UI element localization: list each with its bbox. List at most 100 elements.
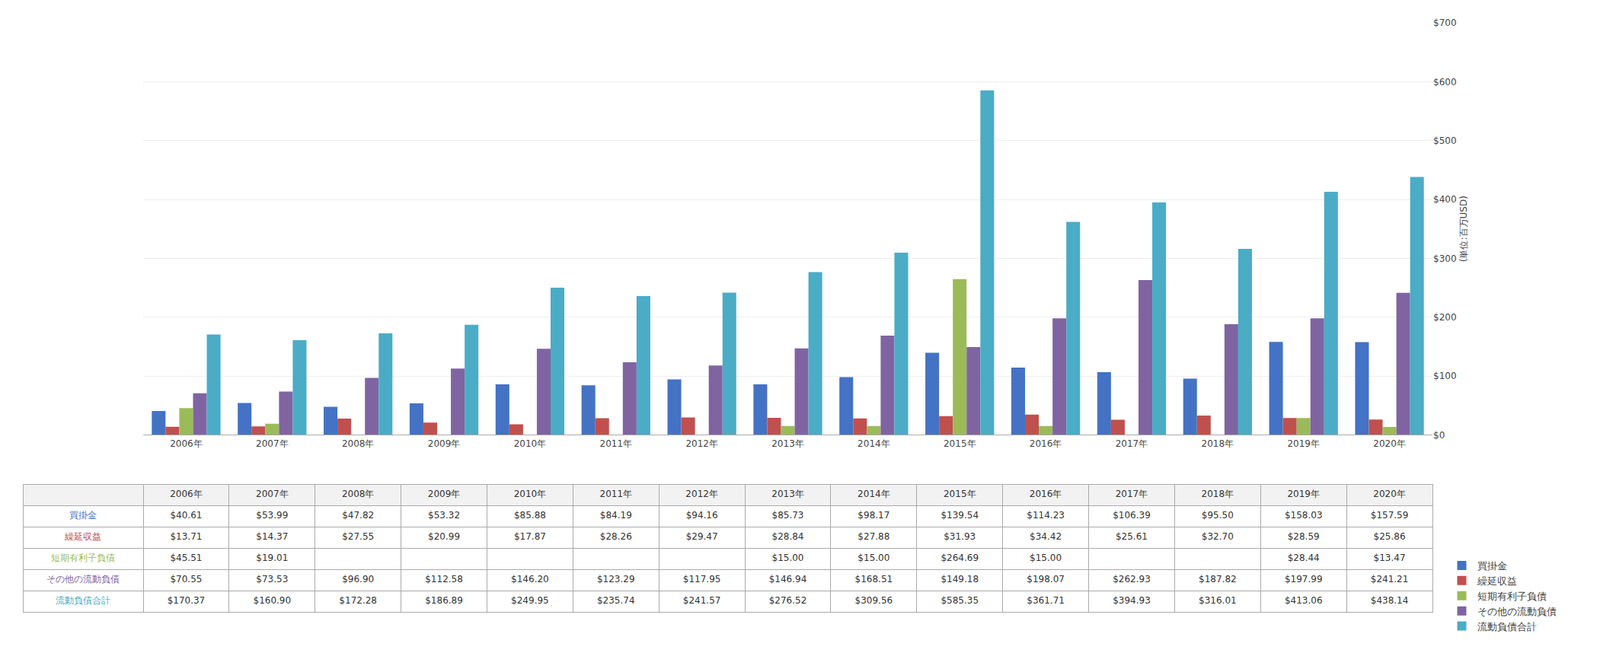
svg-text:$17.87: $17.87 bbox=[514, 531, 547, 543]
svg-text:$160.90: $160.90 bbox=[252, 595, 291, 607]
svg-text:その他の流動負債: その他の流動負債 bbox=[1477, 606, 1557, 618]
svg-text:2008年: 2008年 bbox=[341, 438, 375, 450]
svg-text:$15.00: $15.00 bbox=[857, 552, 890, 564]
svg-text:$28.84: $28.84 bbox=[772, 531, 805, 543]
svg-text:$53.99: $53.99 bbox=[255, 510, 288, 521]
svg-text:2020年: 2020年 bbox=[1373, 438, 1406, 450]
svg-text:$198.07: $198.07 bbox=[1026, 574, 1065, 585]
svg-text:$700: $700 bbox=[1433, 17, 1457, 29]
svg-text:2013年: 2013年 bbox=[771, 438, 805, 450]
svg-text:$13.71: $13.71 bbox=[169, 531, 202, 543]
svg-text:$600: $600 bbox=[1433, 76, 1457, 88]
svg-text:$15.00: $15.00 bbox=[772, 552, 805, 564]
svg-text:$25.86: $25.86 bbox=[1373, 531, 1406, 543]
svg-text:$172.28: $172.28 bbox=[338, 595, 377, 607]
svg-text:$157.59: $157.59 bbox=[1370, 510, 1409, 521]
svg-text:$28.26: $28.26 bbox=[600, 531, 633, 543]
svg-text:2019年: 2019年 bbox=[1287, 488, 1320, 500]
svg-text:2012年: 2012年 bbox=[685, 488, 719, 500]
svg-text:$53.32: $53.32 bbox=[427, 510, 460, 521]
svg-text:繰延収益: 繰延収益 bbox=[63, 531, 102, 543]
svg-text:$187.82: $187.82 bbox=[1198, 574, 1237, 585]
svg-text:繰延収益: 繰延収益 bbox=[1476, 575, 1517, 588]
svg-text:2014年: 2014年 bbox=[857, 438, 891, 450]
svg-text:$0: $0 bbox=[1433, 430, 1445, 441]
svg-text:$262.93: $262.93 bbox=[1112, 574, 1151, 585]
svg-text:$28.59: $28.59 bbox=[1287, 531, 1320, 543]
svg-text:$146.20: $146.20 bbox=[510, 574, 550, 585]
svg-text:2015年: 2015年 bbox=[943, 488, 977, 500]
svg-text:2017年: 2017年 bbox=[1115, 488, 1149, 500]
svg-text:2020年: 2020年 bbox=[1373, 488, 1406, 500]
svg-text:$276.52: $276.52 bbox=[769, 595, 808, 607]
svg-text:2008年: 2008年 bbox=[341, 488, 375, 500]
svg-text:$40.61: $40.61 bbox=[169, 510, 202, 521]
svg-text:$84.19: $84.19 bbox=[600, 510, 633, 521]
svg-text:$585.35: $585.35 bbox=[940, 595, 979, 607]
svg-text:$95.50: $95.50 bbox=[1201, 510, 1234, 521]
svg-text:短期有利子負債: 短期有利子負債 bbox=[1477, 590, 1547, 603]
svg-text:$186.89: $186.89 bbox=[424, 595, 464, 607]
svg-text:2007年: 2007年 bbox=[255, 438, 289, 450]
svg-text:$15.00: $15.00 bbox=[1029, 552, 1062, 564]
svg-text:$96.90: $96.90 bbox=[341, 574, 374, 585]
svg-text:$14.37: $14.37 bbox=[255, 531, 288, 543]
svg-text:$123.29: $123.29 bbox=[597, 574, 636, 585]
svg-text:買掛金: 買掛金 bbox=[69, 510, 97, 521]
svg-text:2010年: 2010年 bbox=[514, 438, 547, 450]
svg-text:$28.44: $28.44 bbox=[1287, 552, 1320, 564]
svg-text:短期有利子負債: 短期有利子負債 bbox=[51, 552, 115, 564]
svg-text:2014年: 2014年 bbox=[857, 488, 891, 500]
svg-text:2009年: 2009年 bbox=[427, 488, 461, 500]
svg-text:2011年: 2011年 bbox=[600, 488, 633, 500]
svg-text:$146.94: $146.94 bbox=[769, 574, 808, 585]
svg-text:$200: $200 bbox=[1433, 312, 1457, 323]
svg-text:$309.56: $309.56 bbox=[855, 595, 894, 607]
svg-text:$70.55: $70.55 bbox=[169, 574, 202, 585]
svg-text:$31.93: $31.93 bbox=[943, 531, 976, 543]
svg-text:2010年: 2010年 bbox=[514, 488, 547, 500]
svg-text:$241.21: $241.21 bbox=[1370, 574, 1409, 585]
svg-text:その他の流動負債: その他の流動負債 bbox=[46, 574, 120, 585]
svg-text:$197.99: $197.99 bbox=[1284, 574, 1323, 585]
svg-text:$114.23: $114.23 bbox=[1026, 510, 1065, 521]
svg-text:$249.95: $249.95 bbox=[510, 595, 550, 607]
svg-text:$139.54: $139.54 bbox=[940, 510, 979, 521]
svg-text:2017年: 2017年 bbox=[1115, 438, 1149, 450]
svg-text:2012年: 2012年 bbox=[685, 438, 719, 450]
svg-text:$316.01: $316.01 bbox=[1198, 595, 1237, 607]
svg-text:買掛金: 買掛金 bbox=[1477, 560, 1508, 572]
svg-text:$73.53: $73.53 bbox=[255, 574, 288, 585]
svg-text:$47.82: $47.82 bbox=[341, 510, 374, 521]
svg-text:2006年: 2006年 bbox=[169, 438, 203, 450]
svg-text:$45.51: $45.51 bbox=[169, 552, 202, 564]
svg-text:2019年: 2019年 bbox=[1287, 438, 1320, 450]
svg-text:$170.37: $170.37 bbox=[167, 595, 206, 607]
svg-text:$500: $500 bbox=[1433, 135, 1457, 147]
svg-text:2013年: 2013年 bbox=[771, 488, 805, 500]
svg-text:2009年: 2009年 bbox=[427, 438, 461, 450]
svg-text:(単位:百万USD): (単位:百万USD) bbox=[1458, 195, 1470, 262]
svg-text:$241.57: $241.57 bbox=[683, 595, 722, 607]
svg-text:流動負債合計: 流動負債合計 bbox=[1477, 621, 1537, 633]
svg-text:$34.42: $34.42 bbox=[1029, 531, 1062, 543]
svg-text:$117.95: $117.95 bbox=[683, 574, 722, 585]
svg-text:$264.69: $264.69 bbox=[940, 552, 979, 564]
svg-text:$19.01: $19.01 bbox=[255, 552, 288, 564]
svg-text:$394.93: $394.93 bbox=[1112, 595, 1151, 607]
svg-text:$27.55: $27.55 bbox=[341, 531, 374, 543]
svg-text:$106.39: $106.39 bbox=[1112, 510, 1151, 521]
svg-text:$29.47: $29.47 bbox=[686, 531, 719, 543]
svg-text:$32.70: $32.70 bbox=[1201, 531, 1234, 543]
svg-text:$85.88: $85.88 bbox=[514, 510, 547, 521]
svg-text:2018年: 2018年 bbox=[1201, 438, 1235, 450]
svg-text:2016年: 2016年 bbox=[1029, 438, 1063, 450]
svg-text:$20.99: $20.99 bbox=[427, 531, 460, 543]
svg-text:$361.71: $361.71 bbox=[1026, 595, 1065, 607]
svg-text:2011年: 2011年 bbox=[599, 438, 633, 450]
svg-text:$100: $100 bbox=[1433, 370, 1457, 382]
svg-text:2018年: 2018年 bbox=[1201, 488, 1235, 500]
svg-text:$168.51: $168.51 bbox=[855, 574, 894, 585]
svg-text:2016年: 2016年 bbox=[1029, 488, 1063, 500]
svg-text:$300: $300 bbox=[1433, 253, 1457, 265]
